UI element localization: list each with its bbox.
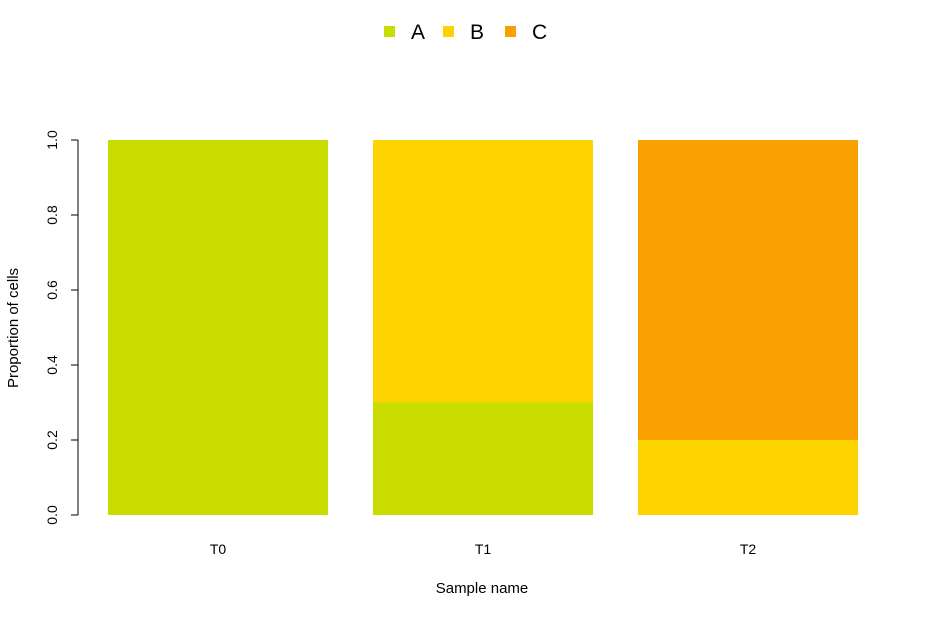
x-tick-label-t2: T2 [740,541,757,557]
legend-swatch-b [443,26,454,37]
bar-t2-b [638,440,858,515]
plot-area [108,140,858,515]
x-axis-tick-labels: T0 T1 T2 [210,541,757,557]
y-tick-label: 0.2 [44,430,60,450]
y-tick-label: 1.0 [44,130,60,150]
x-tick-label-t1: T1 [475,541,492,557]
bar-t2-c [638,140,858,440]
legend-swatch-c [505,26,516,37]
legend: A B C [384,21,547,44]
y-tick-label: 0.4 [44,355,60,375]
bar-t1-b [373,140,593,403]
y-axis: 0.0 0.2 0.4 0.6 0.8 1.0 [44,130,79,525]
x-tick-label-t0: T0 [210,541,227,557]
legend-swatch-a [384,26,395,37]
bar-t0-a [108,140,328,515]
x-axis-label: Sample name [436,580,529,597]
y-tick-label: 0.8 [44,205,60,225]
legend-label-c: C [532,21,547,44]
bar-t1-a [373,402,593,515]
legend-label-a: A [411,21,425,44]
y-tick-label: 0.0 [44,505,60,525]
y-axis-label: Proportion of cells [5,268,22,388]
y-tick-label: 0.6 [44,280,60,300]
legend-label-b: B [470,21,484,44]
